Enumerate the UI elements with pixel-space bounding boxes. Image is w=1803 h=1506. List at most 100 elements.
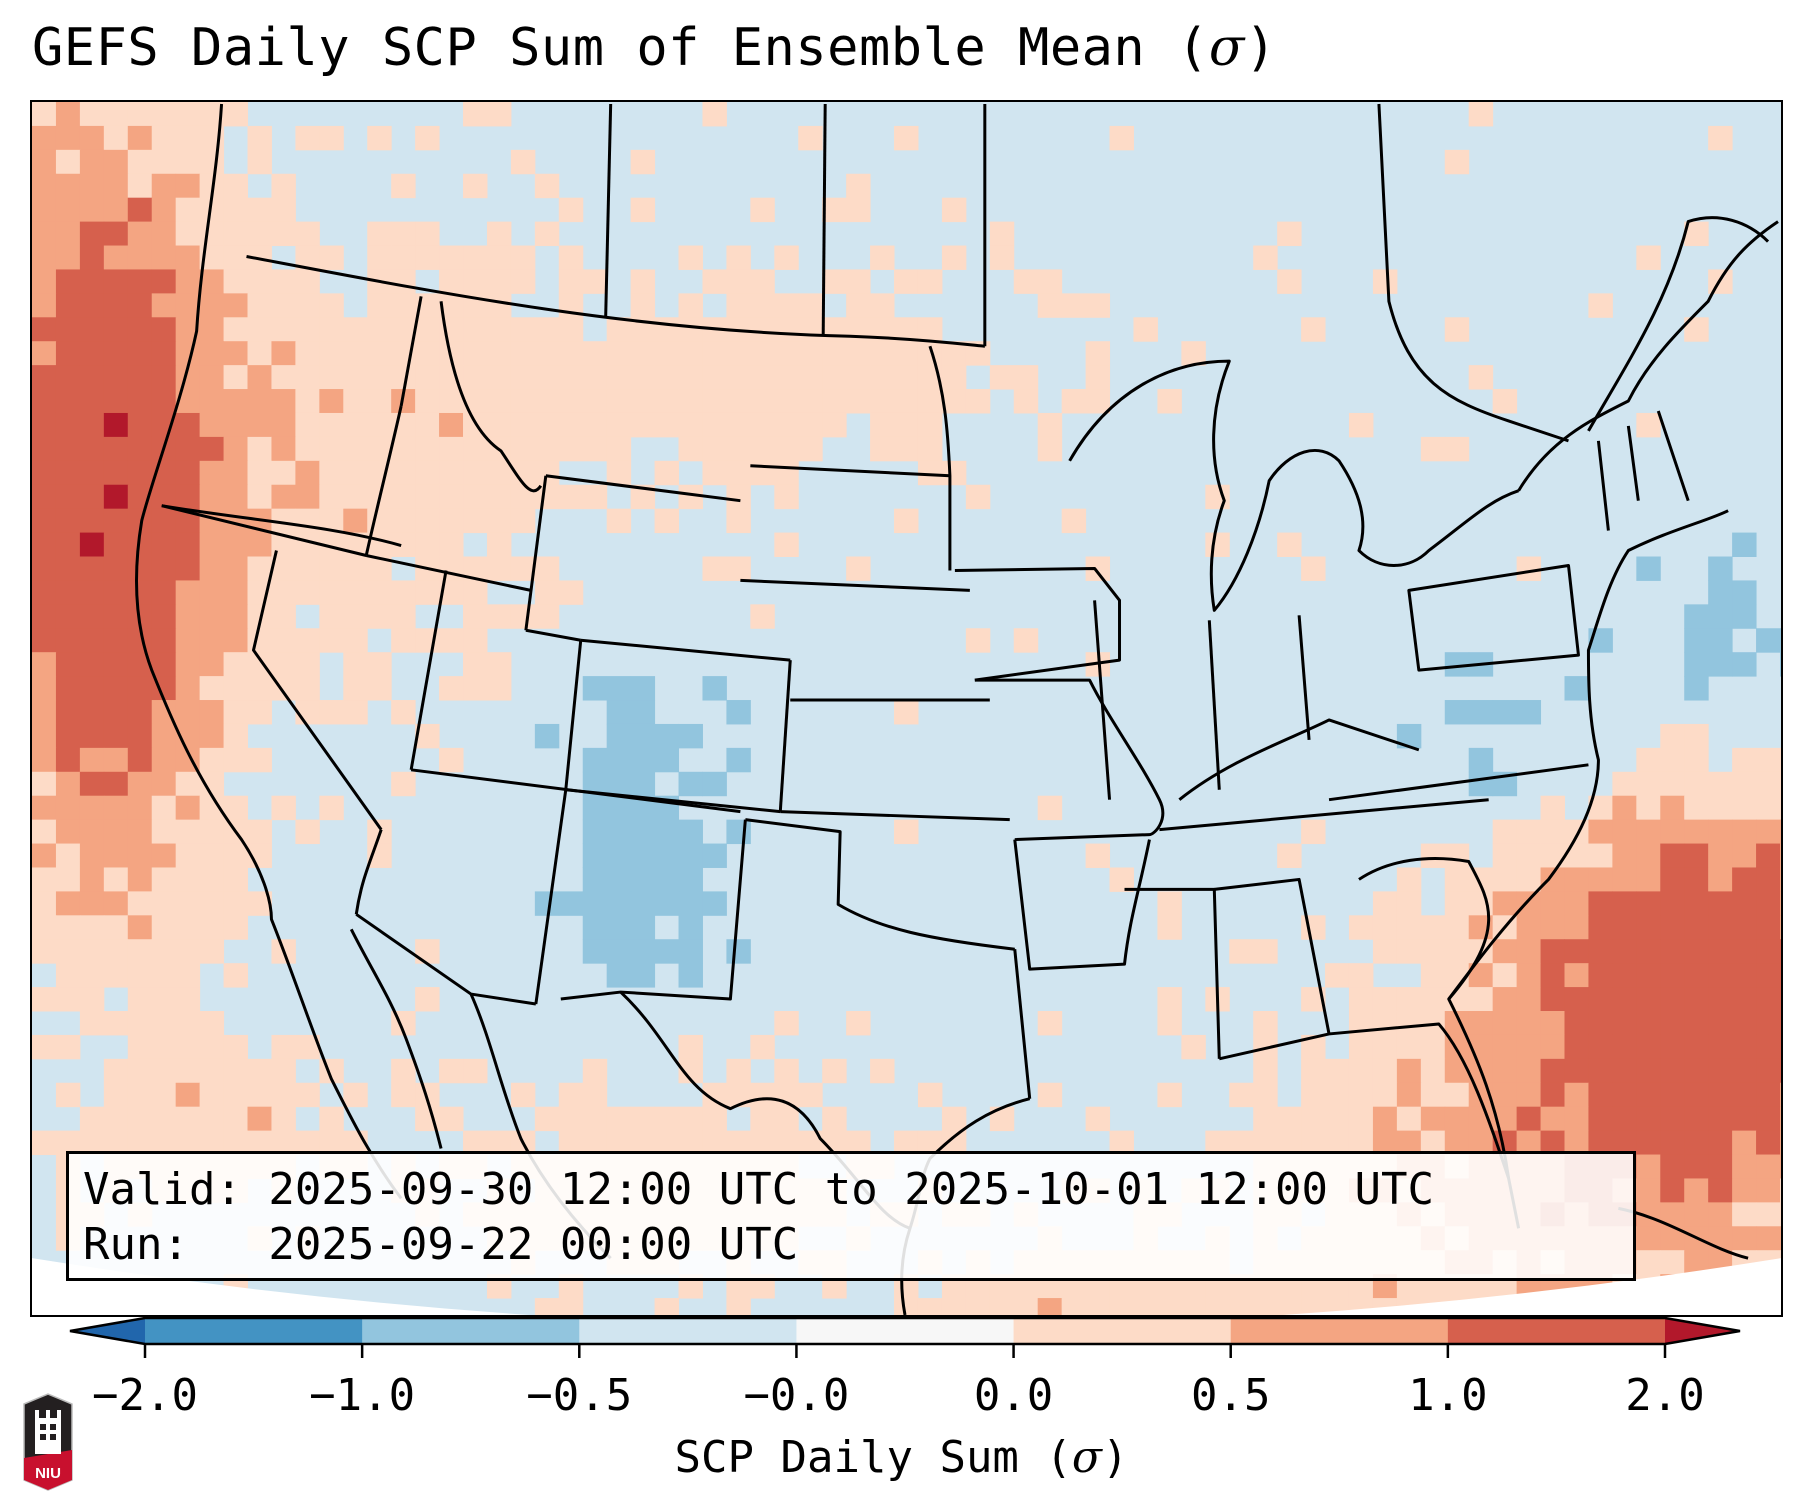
- anomaly-cell: [1540, 819, 1565, 845]
- anomaly-cell: [151, 867, 177, 892]
- anomaly-cell: [630, 341, 656, 366]
- anomaly-cell: [582, 1058, 608, 1084]
- anomaly-cell: [1277, 1130, 1302, 1156]
- anomaly-cell: [79, 532, 105, 557]
- anomaly-cell: [1732, 987, 1757, 1012]
- anomaly-cell: [391, 700, 416, 725]
- anomaly-cell: [1780, 915, 1781, 940]
- anomaly-cell: [1780, 1058, 1781, 1084]
- anomaly-cell: [223, 484, 249, 510]
- anomaly-cell: [1708, 795, 1733, 821]
- anomaly-cell: [151, 1082, 177, 1108]
- anomaly-cell: [558, 197, 584, 223]
- border-wa-id: [399, 296, 423, 407]
- anomaly-cell: [582, 747, 608, 773]
- anomaly-cell: [846, 1011, 871, 1036]
- anomaly-cell: [486, 221, 512, 247]
- anomaly-cell: [1301, 1082, 1326, 1108]
- anomaly-cell: [247, 1106, 272, 1132]
- anomaly-cell: [55, 1082, 81, 1108]
- anomaly-cell: [1468, 987, 1494, 1012]
- anomaly-cell: [79, 628, 105, 653]
- border-canada-mid: [604, 103, 613, 317]
- anomaly-cell: [55, 867, 81, 892]
- anomaly-cell: [678, 843, 703, 868]
- anomaly-cell: [1396, 1011, 1422, 1036]
- anomaly-cell: [1277, 532, 1302, 557]
- border-oh-pa: [1297, 615, 1311, 741]
- anomaly-cell: [870, 389, 895, 414]
- anomaly-cell: [654, 819, 680, 845]
- anomaly-cell: [1708, 125, 1733, 151]
- anomaly-cell: [654, 341, 680, 366]
- border-ut-wy: [525, 628, 582, 642]
- anomaly-cell: [32, 939, 57, 964]
- anomaly-cell: [127, 963, 153, 988]
- anomaly-cell: [726, 1130, 751, 1156]
- anomaly-cell: [654, 1298, 680, 1315]
- anomaly-cell: [1492, 1058, 1518, 1084]
- anomaly-cell: [127, 317, 153, 342]
- anomaly-cell: [391, 269, 416, 294]
- anomaly-cell: [558, 891, 584, 916]
- anomaly-cell: [1780, 628, 1781, 653]
- anomaly-cell: [1780, 843, 1781, 868]
- anomaly-cell: [127, 125, 153, 151]
- anomaly-cell: [103, 436, 129, 462]
- anomaly-cell: [582, 843, 608, 868]
- anomaly-cell: [702, 365, 727, 390]
- anomaly-cell: [367, 389, 392, 414]
- anomaly-cell: [726, 269, 751, 294]
- anomaly-cell: [654, 747, 680, 773]
- anomaly-cell: [1732, 532, 1757, 557]
- anomaly-cell: [79, 1130, 105, 1156]
- anomaly-cell: [654, 365, 680, 390]
- anomaly-cell: [582, 341, 608, 366]
- anomaly-cell: [1444, 436, 1470, 462]
- anomaly-cell: [582, 795, 608, 821]
- anomaly-cell: [1420, 963, 1446, 988]
- anomaly-cell: [32, 484, 57, 510]
- anomaly-cell: [630, 1106, 656, 1132]
- anomaly-cell: [79, 341, 105, 366]
- anomaly-cell: [199, 723, 225, 749]
- anomaly-cell: [1636, 963, 1661, 988]
- anomaly-cell: [463, 436, 488, 462]
- anomaly-cell: [1492, 819, 1518, 845]
- anomaly-cell: [822, 365, 847, 390]
- anomaly-cell: [175, 891, 201, 916]
- anomaly-cell: [415, 484, 440, 510]
- anomaly-cell: [1732, 963, 1757, 988]
- anomaly-cell: [678, 723, 703, 749]
- anomaly-cell: [1229, 1130, 1254, 1156]
- anomaly-cell: [55, 963, 81, 988]
- anomaly-cell: [79, 604, 105, 629]
- anomaly-cell: [1780, 771, 1781, 797]
- anomaly-cell: [223, 723, 249, 749]
- anomaly-cell: [1540, 1082, 1565, 1108]
- anomaly-cell: [1205, 532, 1230, 557]
- colorbar-tick-label: −1.0: [309, 1370, 416, 1421]
- anomaly-cell: [870, 341, 895, 366]
- anomaly-cell: [1157, 891, 1182, 916]
- anomaly-cell: [32, 604, 57, 629]
- anomaly-cell: [151, 891, 177, 916]
- anomaly-cell: [1061, 389, 1087, 414]
- anomaly-cell: [79, 700, 105, 725]
- anomaly-cell: [534, 365, 560, 390]
- anomaly-cell: [367, 341, 392, 366]
- anomaly-cell: [79, 365, 105, 390]
- anomaly-cell: [103, 963, 129, 988]
- anomaly-cell: [510, 484, 536, 510]
- anomaly-cell: [103, 628, 129, 653]
- anomaly-cell: [846, 389, 871, 414]
- anomaly-cell: [79, 795, 105, 821]
- anomaly-cell: [894, 1298, 919, 1315]
- anomaly-cell: [558, 412, 584, 438]
- border-id-wy: [524, 475, 548, 631]
- anomaly-cell: [247, 341, 272, 366]
- anomaly-cell: [79, 1011, 105, 1036]
- anomaly-cell: [271, 1082, 296, 1108]
- anomaly-cell: [1085, 365, 1111, 390]
- anomaly-cell: [415, 412, 440, 438]
